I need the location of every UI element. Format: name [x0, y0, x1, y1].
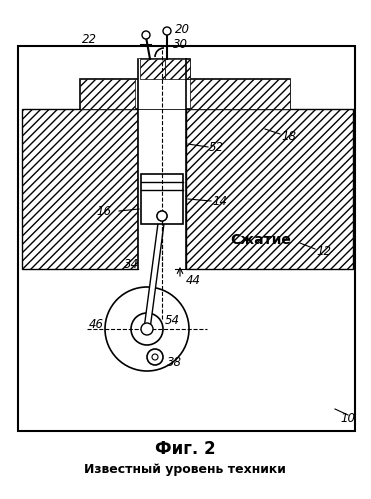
Text: 16: 16	[96, 205, 111, 218]
Text: Фиг. 2: Фиг. 2	[155, 440, 215, 458]
Text: 30: 30	[173, 37, 188, 50]
Circle shape	[142, 31, 150, 39]
Bar	[165, 59, 190, 79]
Text: 10: 10	[340, 413, 355, 426]
Circle shape	[131, 313, 163, 345]
Circle shape	[163, 27, 171, 35]
Polygon shape	[144, 216, 165, 329]
Circle shape	[157, 211, 167, 221]
Text: 20: 20	[175, 22, 190, 35]
Bar	[80, 79, 135, 109]
Bar	[190, 79, 290, 109]
Bar	[22, 109, 138, 269]
Text: 12: 12	[316, 245, 331, 257]
Text: 54: 54	[165, 314, 180, 327]
Bar	[140, 59, 165, 79]
Text: 22: 22	[82, 32, 97, 45]
Text: Сжатие: Сжатие	[230, 233, 291, 247]
Text: 44: 44	[186, 274, 201, 287]
Text: 38: 38	[167, 355, 182, 368]
Circle shape	[157, 211, 167, 221]
Bar	[18, 46, 355, 431]
Circle shape	[152, 354, 158, 360]
Text: 46: 46	[89, 317, 104, 330]
Text: Известный уровень техники: Известный уровень техники	[84, 463, 286, 476]
Text: 34: 34	[124, 257, 139, 270]
Circle shape	[105, 287, 189, 371]
Bar	[138, 59, 186, 109]
Text: 18: 18	[281, 130, 296, 143]
Bar	[138, 109, 186, 269]
Text: 14: 14	[212, 195, 227, 208]
Text: 52: 52	[209, 141, 224, 154]
Circle shape	[141, 323, 153, 335]
Bar	[186, 109, 353, 269]
Bar	[141, 174, 183, 224]
Bar	[140, 59, 190, 79]
Circle shape	[147, 349, 163, 365]
Bar	[80, 79, 290, 109]
